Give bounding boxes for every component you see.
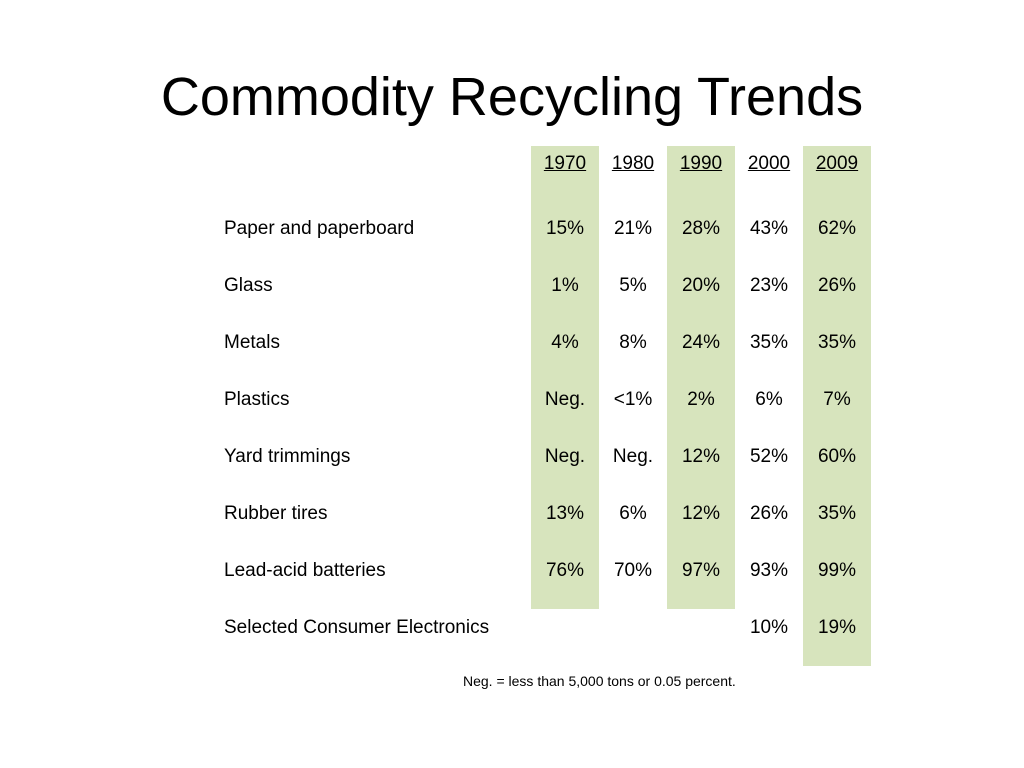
row-label-paper: Paper and paperboard [224,218,415,239]
table-cell: 93% [749,560,789,581]
table-cell: 23% [749,275,789,296]
table-cell: 12% [681,503,721,524]
table-cell: 35% [817,332,857,353]
table-cell: 13% [545,503,585,524]
row-label-yard-trimmings: Yard trimmings [224,446,351,467]
table-cell: 26% [749,503,789,524]
table-cell: 19% [817,617,857,638]
column-shade-1970 [531,146,599,609]
table-cell: 24% [681,332,721,353]
year-header-2009: 2009 [815,153,859,174]
table-cell: 43% [749,218,789,239]
table-cell: 10% [749,617,789,638]
row-label-plastics: Plastics [224,389,290,410]
column-shade-1990 [667,146,735,609]
table-cell: 6% [755,389,783,410]
table-cell: 70% [613,560,653,581]
table-cell: 62% [817,218,857,239]
row-label-lead-acid-batteries: Lead-acid batteries [224,560,386,581]
table-cell: 7% [823,389,851,410]
row-label-metals: Metals [224,332,280,353]
table-cell: 2% [687,389,715,410]
row-label-rubber-tires: Rubber tires [224,503,328,524]
year-header-2000: 2000 [747,153,791,174]
row-label-consumer-electronics: Selected Consumer Electronics [224,617,490,638]
table-cell: 99% [817,560,857,581]
table-cell: Neg. [544,446,586,467]
year-header-1980: 1980 [611,153,655,174]
year-header-1970: 1970 [543,153,587,174]
table-cell: 26% [817,275,857,296]
table-cell: <1% [613,389,653,410]
table-cell: 52% [749,446,789,467]
table-cell: 4% [551,332,579,353]
table-cell: 6% [619,503,647,524]
table-cell: 60% [817,446,857,467]
table-cell: 21% [613,218,653,239]
table-cell: Neg. [612,446,654,467]
table-cell: 28% [681,218,721,239]
table-cell: 97% [681,560,721,581]
table-cell: 35% [749,332,789,353]
slide-title: Commodity Recycling Trends [160,67,864,127]
row-label-glass: Glass [224,275,273,296]
table-cell: 5% [619,275,647,296]
column-shade-2009 [803,146,871,666]
table-cell: 35% [817,503,857,524]
year-header-1990: 1990 [679,153,723,174]
table-cell: 1% [551,275,579,296]
table-cell: 76% [545,560,585,581]
footnote: Neg. = less than 5,000 tons or 0.05 perc… [463,673,736,689]
table-cell: Neg. [544,389,586,410]
table-cell: 12% [681,446,721,467]
table-cell: 8% [619,332,647,353]
table-cell: 15% [545,218,585,239]
table-cell: 20% [681,275,721,296]
